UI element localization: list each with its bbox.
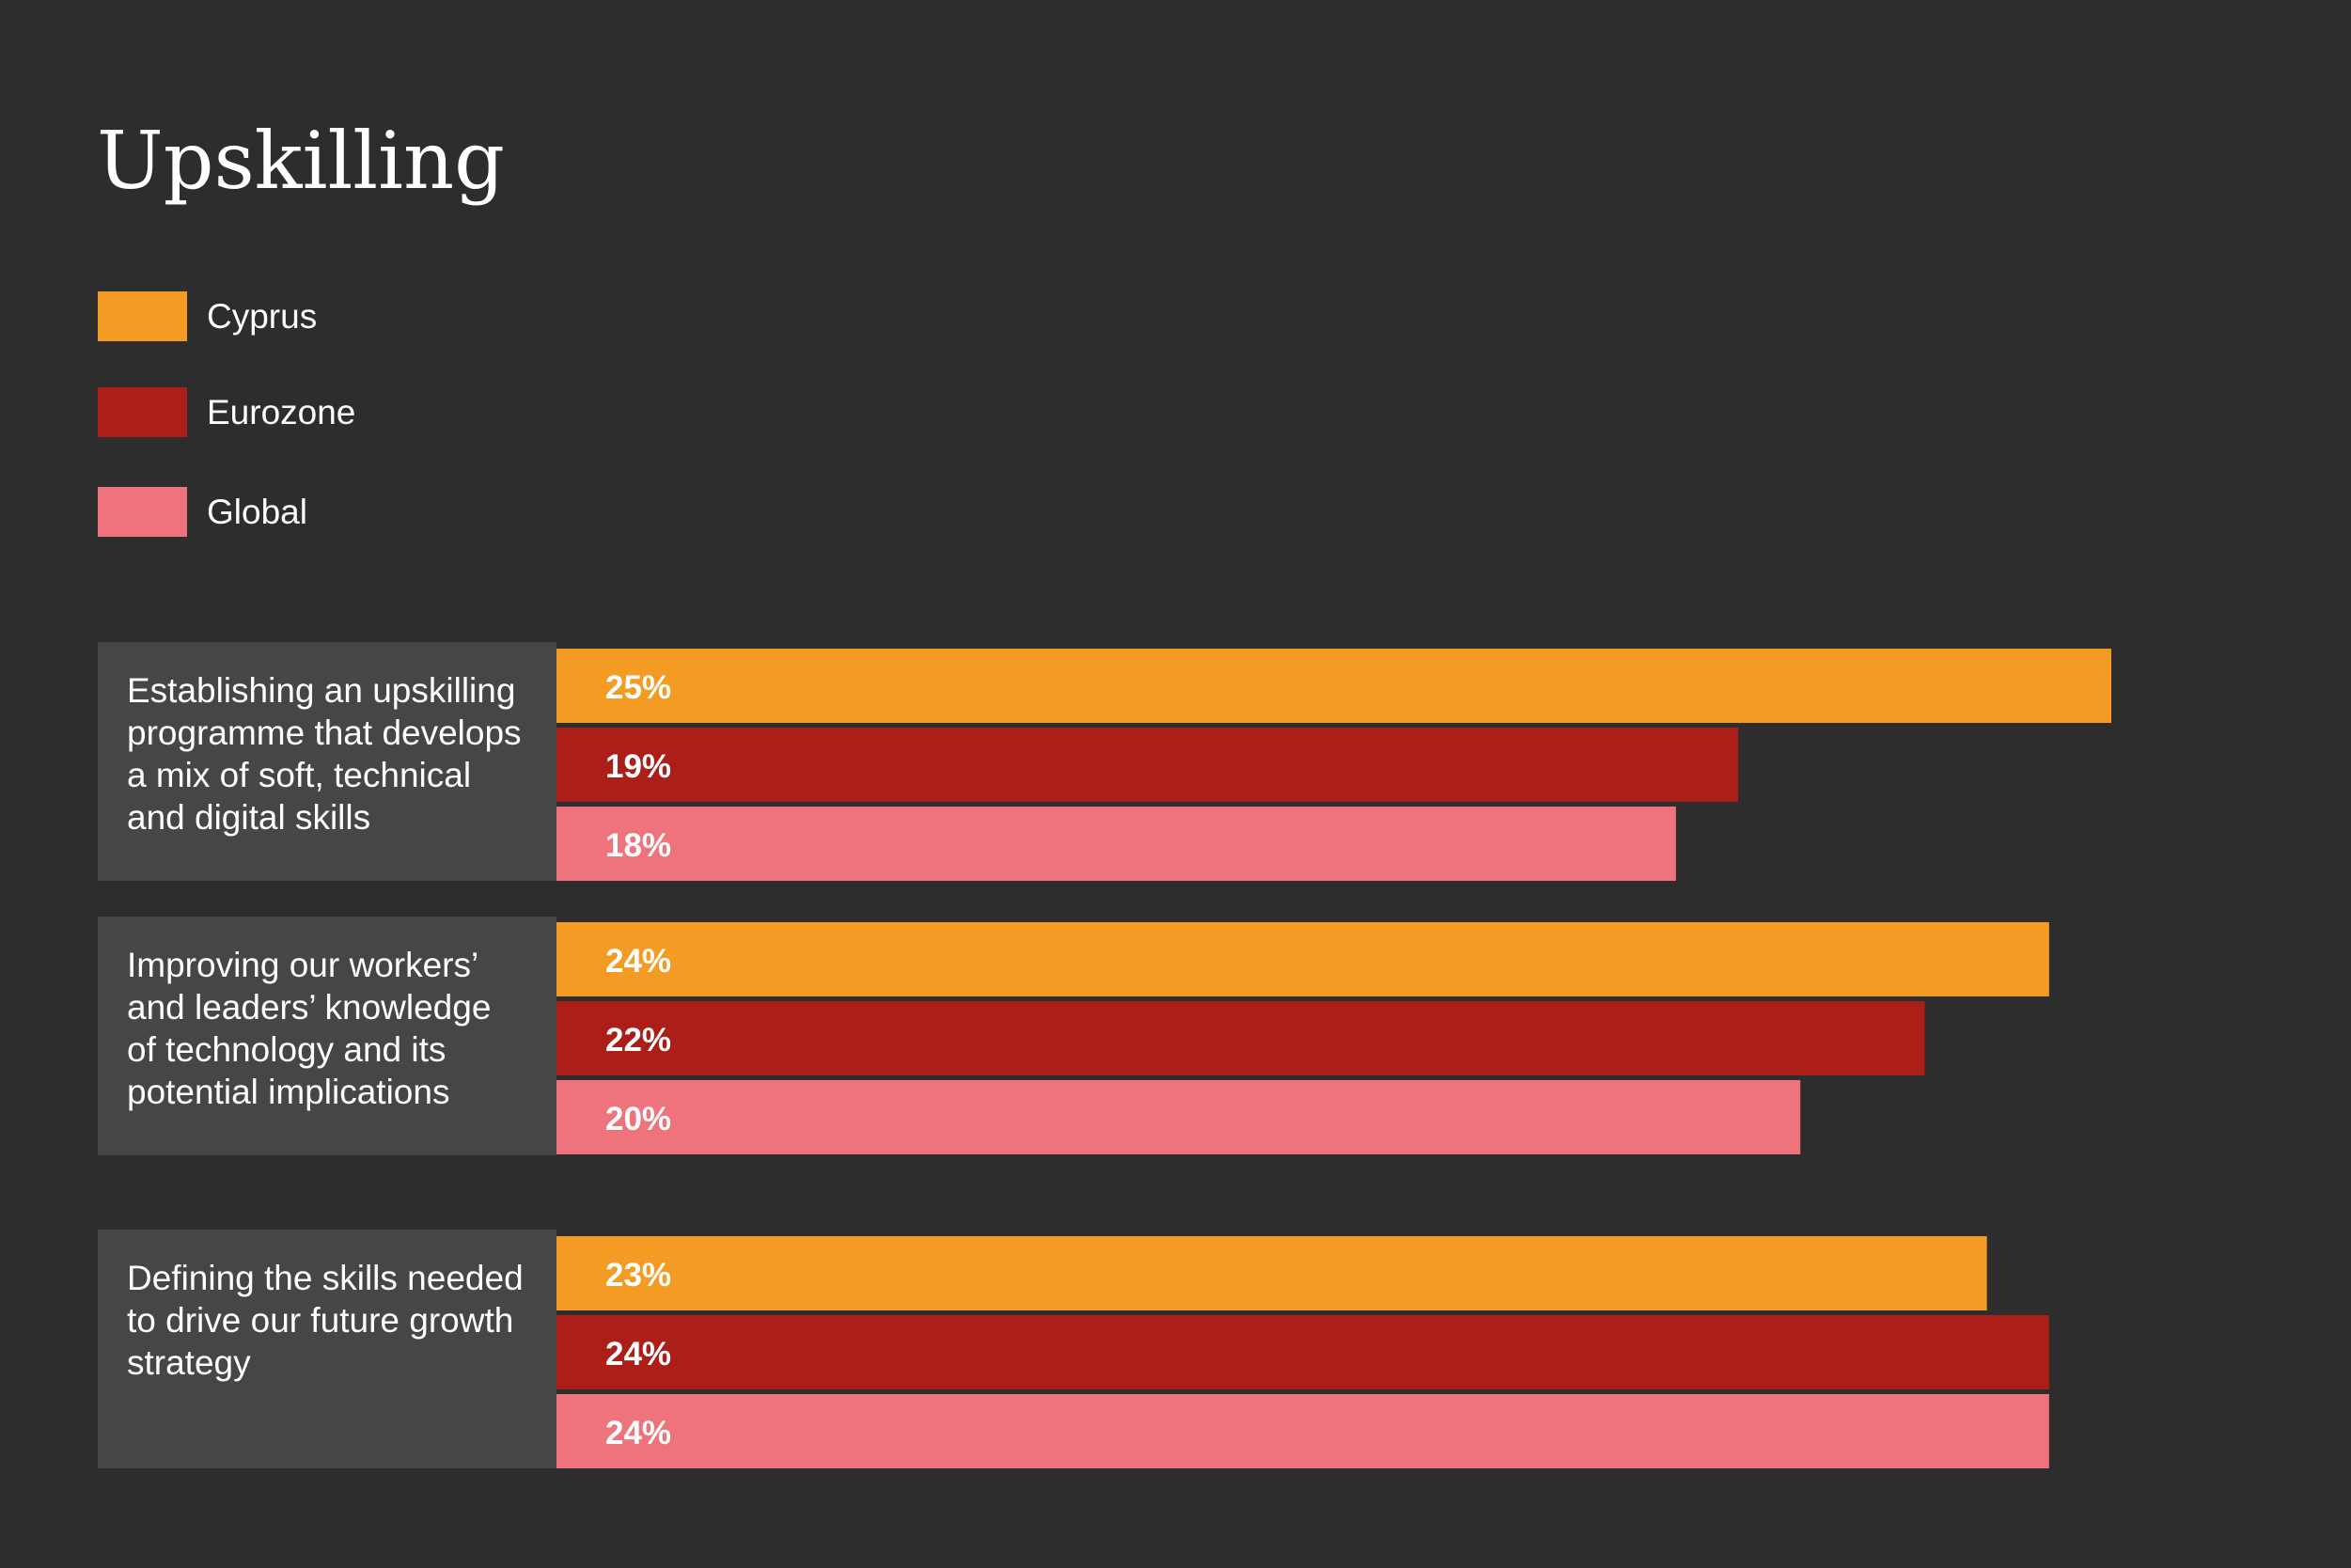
legend-label-global: Global <box>207 493 307 531</box>
bar-eurozone <box>556 728 1739 802</box>
bar-global <box>556 807 1676 881</box>
category-box <box>98 1230 556 1468</box>
bar-cyprus <box>556 922 2049 996</box>
bars: 25% 19% 18% 24% 22% 20% 23% 24% 24% <box>556 649 2111 1468</box>
category-label-line: programme that develops <box>127 713 522 752</box>
bar-eurozone <box>556 1001 1925 1075</box>
category-label-line: to drive our future growth <box>127 1301 513 1340</box>
category-label-line: of technology and its <box>127 1030 446 1069</box>
bar-global <box>556 1394 2049 1468</box>
data-label-global: 18% <box>605 827 671 864</box>
category-label-line: and digital skills <box>127 798 370 837</box>
chart-title: Upskilling <box>97 115 505 207</box>
data-label-eurozone: 19% <box>605 748 671 785</box>
data-label-global: 20% <box>605 1101 671 1137</box>
category-label-line: and leaders’ knowledge <box>127 988 491 1027</box>
bar-cyprus <box>556 649 2111 723</box>
legend-label-cyprus: Cyprus <box>207 297 317 336</box>
category-label-line: potential implications <box>127 1073 449 1111</box>
bar-eurozone <box>556 1315 2049 1389</box>
legend-swatch-global <box>98 487 187 537</box>
category-label-line: strategy <box>127 1343 251 1382</box>
data-label-cyprus: 25% <box>605 669 671 706</box>
data-label-eurozone: 24% <box>605 1336 671 1372</box>
legend-swatch-eurozone <box>98 387 187 437</box>
category-box <box>98 917 556 1155</box>
category-label-line: Defining the skills needed <box>127 1259 524 1297</box>
category-label-line: a mix of soft, technical <box>127 756 471 794</box>
legend-label-eurozone: Eurozone <box>207 393 355 431</box>
data-label-cyprus: 24% <box>605 943 671 980</box>
category-label-line: Improving our workers’ <box>127 946 478 984</box>
data-label-global: 24% <box>605 1415 671 1451</box>
legend-swatch-cyprus <box>98 291 187 341</box>
category-box <box>98 642 556 881</box>
data-label-eurozone: 22% <box>605 1022 671 1058</box>
bar-cyprus <box>556 1236 1987 1310</box>
category-label-line: Establishing an upskilling <box>127 671 515 710</box>
legend: Cyprus Eurozone Global <box>98 291 355 537</box>
bar-global <box>556 1080 1801 1154</box>
data-label-cyprus: 23% <box>605 1257 671 1294</box>
